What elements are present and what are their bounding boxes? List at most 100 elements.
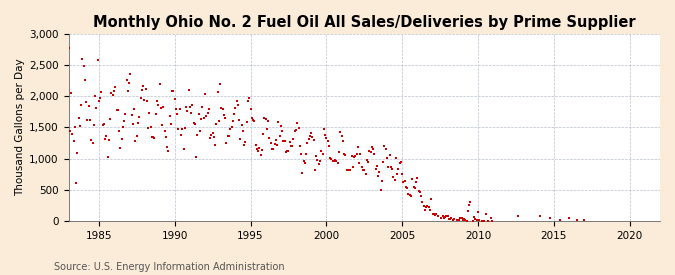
Point — [472, 210, 483, 214]
Point — [385, 165, 396, 169]
Point — [77, 57, 88, 61]
Point — [194, 128, 205, 133]
Point — [301, 152, 312, 156]
Point — [350, 154, 361, 159]
Point — [142, 125, 153, 130]
Point — [220, 115, 231, 120]
Point — [483, 219, 493, 223]
Point — [152, 98, 163, 103]
Point — [144, 111, 155, 115]
Point — [217, 107, 228, 112]
Point — [255, 153, 266, 158]
Point — [225, 126, 236, 131]
Point — [122, 78, 132, 82]
Point — [249, 119, 260, 123]
Point — [182, 109, 193, 113]
Point — [261, 126, 272, 131]
Point — [221, 141, 232, 145]
Point — [181, 105, 192, 110]
Point — [240, 140, 251, 144]
Point — [300, 161, 310, 165]
Point — [200, 92, 211, 97]
Point — [293, 126, 304, 130]
Point — [389, 177, 400, 182]
Point — [294, 144, 305, 149]
Point — [383, 164, 394, 169]
Point — [148, 135, 159, 139]
Point — [468, 218, 479, 223]
Point — [268, 147, 279, 151]
Point — [349, 155, 360, 159]
Point — [441, 214, 452, 218]
Point — [110, 85, 121, 89]
Point — [281, 149, 292, 153]
Point — [398, 179, 409, 184]
Point — [454, 218, 464, 222]
Point — [392, 172, 402, 177]
Point — [381, 156, 392, 160]
Point — [474, 218, 485, 222]
Point — [115, 146, 126, 150]
Point — [176, 133, 186, 138]
Point — [422, 204, 433, 208]
Point — [439, 215, 450, 220]
Point — [117, 125, 128, 129]
Point — [136, 88, 147, 92]
Point — [191, 155, 202, 159]
Point — [209, 135, 219, 139]
Point — [290, 129, 300, 133]
Point — [370, 167, 381, 172]
Point — [340, 153, 351, 157]
Point — [342, 168, 353, 173]
Point — [134, 115, 144, 119]
Point — [458, 218, 468, 222]
Point — [360, 172, 371, 176]
Point — [449, 216, 460, 221]
Point — [330, 157, 341, 162]
Point — [470, 217, 481, 222]
Point — [235, 137, 246, 141]
Point — [335, 130, 346, 134]
Point — [271, 142, 282, 147]
Point — [73, 116, 84, 120]
Point — [186, 111, 196, 115]
Point — [317, 152, 328, 156]
Point — [413, 189, 424, 193]
Point — [437, 214, 448, 218]
Point — [123, 89, 134, 93]
Point — [188, 120, 199, 125]
Point — [71, 180, 82, 185]
Point — [291, 128, 302, 132]
Point — [346, 154, 357, 159]
Point — [371, 164, 382, 169]
Point — [358, 168, 369, 172]
Point — [310, 154, 321, 158]
Point — [244, 95, 254, 100]
Point — [362, 160, 373, 164]
Point — [410, 185, 421, 190]
Point — [76, 103, 86, 107]
Point — [193, 112, 204, 116]
Point — [400, 179, 410, 183]
Point — [190, 122, 200, 126]
Point — [70, 125, 80, 129]
Point — [439, 215, 450, 220]
Point — [86, 138, 97, 142]
Point — [80, 78, 90, 82]
Point — [356, 165, 367, 169]
Point — [154, 81, 165, 86]
Point — [245, 107, 256, 111]
Point — [306, 131, 317, 135]
Point — [477, 218, 487, 223]
Point — [445, 217, 456, 221]
Point — [116, 136, 127, 141]
Point — [232, 103, 243, 107]
Point — [93, 99, 104, 103]
Point — [256, 148, 267, 152]
Point — [455, 216, 466, 220]
Point — [480, 211, 491, 216]
Point — [278, 139, 289, 143]
Point — [287, 144, 298, 148]
Point — [101, 134, 112, 138]
Point — [308, 138, 319, 142]
